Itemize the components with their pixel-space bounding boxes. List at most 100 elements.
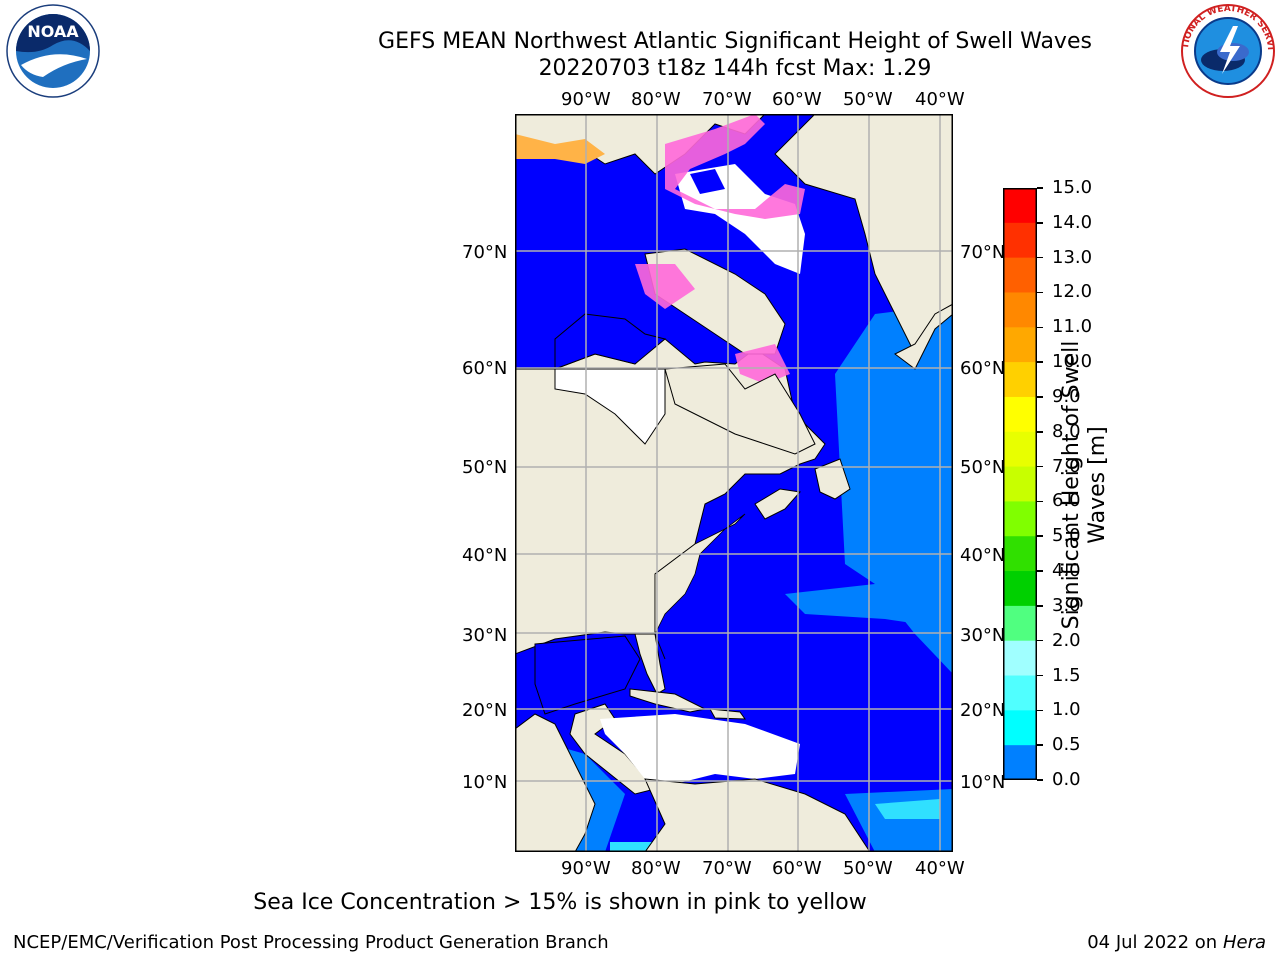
- colorbar-tick-label: 0.5: [1052, 734, 1081, 756]
- colorbar-tick-mark: [1037, 187, 1043, 189]
- sea-ice-pink: [635, 264, 695, 309]
- noaa-logo: NOAA: [6, 4, 100, 98]
- colorbar-tick-mark: [1037, 535, 1043, 537]
- caribbean-mask: [600, 714, 800, 784]
- land-greenland-south: [894, 303, 953, 370]
- land-newfoundland: [814, 458, 851, 500]
- hudson-bay-ice: [554, 368, 666, 445]
- colorbar-segment: [1003, 292, 1037, 328]
- colorbar-tick-label: 5.0: [1052, 525, 1081, 547]
- hudson-bay: [554, 313, 667, 370]
- colorbar-tick-mark: [1037, 256, 1043, 259]
- colorbar: [1003, 188, 1037, 780]
- lat-label: 70°N: [960, 242, 1006, 263]
- graticule: [515, 114, 953, 852]
- colorbar-border: [1003, 188, 1037, 780]
- sea-ice-caption: Sea Ice Concentration > 15% is shown in …: [253, 890, 867, 915]
- colorbar-tick-mark: [1037, 500, 1043, 503]
- colorbar-segment: [1003, 640, 1037, 677]
- chart-subtitle: 20220703 t18z 144h fcst Max: 1.29: [538, 56, 932, 81]
- lat-label: 70°N: [462, 242, 508, 263]
- land-south-america: [644, 778, 871, 852]
- colorbar-tick-label: 15.0: [1052, 177, 1093, 198]
- colorbar-tick-label: 13.0: [1052, 246, 1093, 268]
- land-nova-scotia: [754, 488, 801, 520]
- colorbar-segment: [1003, 536, 1037, 572]
- colorbar-tick-mark: [1037, 431, 1043, 433]
- colorbar-tick-mark: [1037, 639, 1043, 642]
- colorbar-tick-label: 0.0: [1052, 769, 1081, 790]
- lat-label: 60°N: [960, 358, 1006, 379]
- colorbar-segment: [1003, 327, 1037, 363]
- colorbar-tick-label: 10.0: [1052, 351, 1093, 373]
- lon-label: 80°W: [631, 858, 681, 879]
- lon-label: 40°W: [915, 858, 965, 879]
- lat-label: 50°N: [462, 457, 508, 478]
- lon-label: 50°W: [843, 858, 893, 879]
- lon-label: 40°W: [915, 89, 965, 110]
- lat-label: 10°N: [960, 772, 1006, 793]
- lon-label: 70°W: [702, 858, 752, 879]
- land-labrador: [664, 363, 816, 455]
- colorbar-tick-label: 7.0: [1052, 455, 1081, 477]
- sea-ice-orange: [515, 134, 605, 164]
- colorbar-tick-mark: [1037, 709, 1043, 712]
- lat-label: 60°N: [462, 358, 508, 379]
- colorbar-tick-mark: [1037, 291, 1043, 294]
- lon-label: 90°W: [561, 858, 611, 879]
- lon-label: 50°W: [843, 89, 893, 110]
- colorbar-segment: [1003, 222, 1037, 259]
- lat-label: 50°N: [960, 457, 1006, 478]
- colorbar-tick-mark: [1037, 605, 1043, 607]
- colorbar-tick-mark: [1037, 361, 1043, 363]
- colorbar-segment: [1003, 501, 1037, 537]
- colorbar-segment: [1003, 257, 1037, 293]
- colorbar-tick-label: 1.0: [1052, 699, 1081, 721]
- gulf-of-mexico: [534, 635, 641, 715]
- lon-label: 60°W: [772, 858, 822, 879]
- colorbar-tick-mark: [1037, 465, 1043, 468]
- lon-label: 90°W: [561, 89, 611, 110]
- colorbar-tick-label: 8.0: [1052, 420, 1081, 442]
- lon-label: 70°W: [702, 89, 752, 110]
- lon-label: 60°W: [772, 89, 822, 110]
- lat-label: 20°N: [462, 700, 508, 721]
- colorbar-tick-mark: [1037, 779, 1043, 781]
- colorbar-tick-label: 12.0: [1052, 281, 1093, 303]
- colorbar-segment: [1003, 605, 1037, 642]
- footer-date: 04 Jul 2022 on: [1087, 932, 1223, 953]
- lat-label: 30°N: [462, 625, 508, 646]
- colorbar-tick-label: 9.0: [1052, 385, 1081, 407]
- colorbar-tick-label: 2.0: [1052, 629, 1081, 651]
- colorbar-segment: [1003, 571, 1037, 607]
- baffin-water: [690, 169, 725, 194]
- colorbar-label-line2: Waves [m]: [1085, 426, 1110, 544]
- colorbar-segment: [1003, 710, 1037, 746]
- colorbar-tick-mark: [1037, 674, 1043, 677]
- colorbar-tick-mark: [1037, 570, 1043, 572]
- colorbar-segment: [1003, 396, 1037, 433]
- colorbar-tick-label: 1.5: [1052, 664, 1081, 686]
- footer-left: NCEP/EMC/Verification Post Processing Pr…: [13, 932, 609, 953]
- colorbar-tick-label: 4.0: [1052, 560, 1081, 582]
- swell-region-cyan: [610, 842, 655, 852]
- colorbar-tick-mark: [1037, 326, 1043, 329]
- colorbar-tick-mark: [1037, 744, 1043, 746]
- footer-host: Hera: [1222, 932, 1266, 953]
- map-border: [515, 114, 953, 852]
- colorbar-tick-label: 14.0: [1052, 211, 1093, 233]
- colorbar-tick-mark: [1037, 396, 1043, 398]
- sea-ice-pink: [735, 344, 790, 384]
- lat-label: 30°N: [960, 625, 1006, 646]
- colorbar-segment: [1003, 188, 1037, 224]
- colorbar-tick-mark: [1037, 222, 1043, 224]
- land-cuba: [629, 688, 707, 713]
- map-plot: [515, 114, 953, 852]
- colorbar-tick-label: 3.0: [1052, 594, 1081, 616]
- sea-ice-pink: [665, 114, 805, 219]
- chart-title: GEFS MEAN Northwest Atlantic Significant…: [378, 29, 1092, 54]
- lat-label: 10°N: [462, 772, 508, 793]
- colorbar-segment: [1003, 431, 1037, 468]
- lat-label: 40°N: [462, 545, 508, 566]
- colorbar-segment: [1003, 362, 1037, 398]
